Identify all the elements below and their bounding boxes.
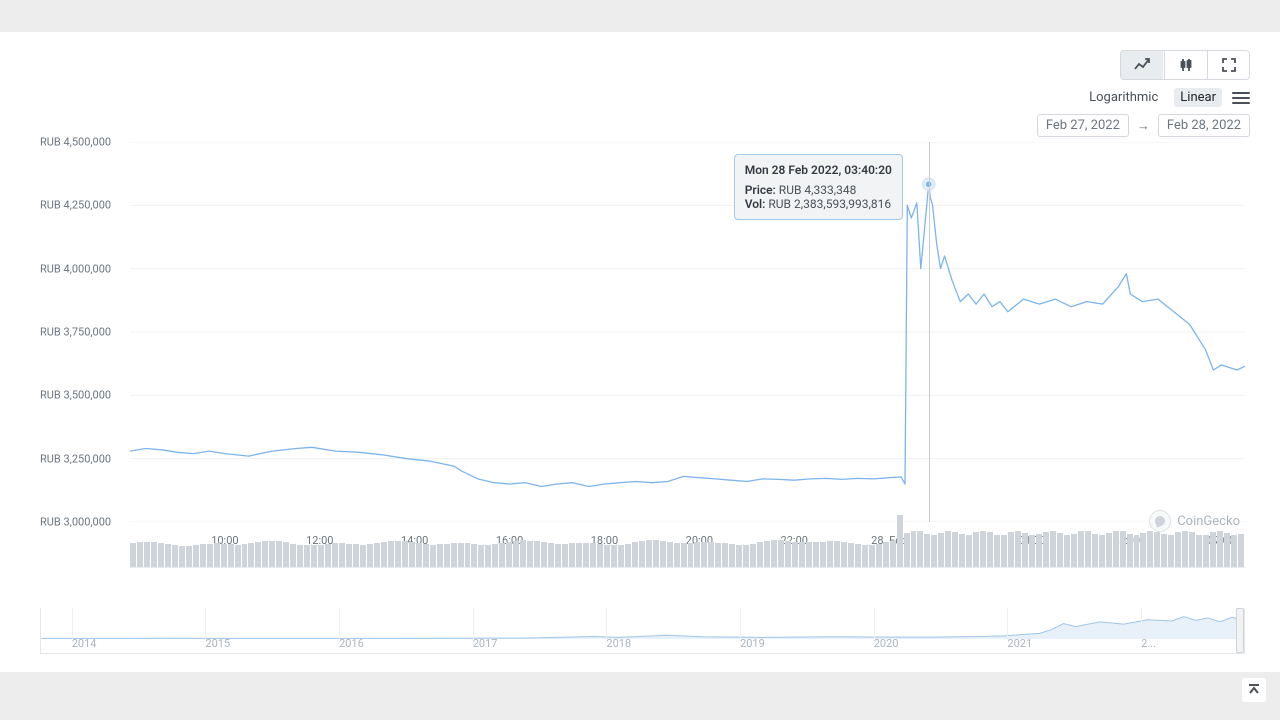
y-axis-labels: RUB 3,000,000RUB 3,250,000RUB 3,500,000R… bbox=[40, 142, 130, 522]
fullscreen-button[interactable] bbox=[1207, 51, 1249, 79]
chart-panel: Logarithmic Linear Feb 27, 2022 → Feb 28… bbox=[0, 32, 1280, 672]
navigator-handle[interactable] bbox=[1236, 608, 1244, 653]
chevron-up-bar-icon bbox=[1247, 683, 1261, 697]
candlestick-icon bbox=[1178, 57, 1194, 73]
tooltip-price-row: Price: RUB 4,333,348 bbox=[745, 183, 892, 197]
chart-type-toolbar bbox=[1120, 50, 1250, 80]
crosshair-vertical bbox=[929, 142, 930, 522]
tooltip-vol-value: RUB 2,383,593,993,816 bbox=[768, 197, 891, 211]
price-chart[interactable]: RUB 3,000,000 RUB 3,250,000 RUB 3,500,000 R… bbox=[40, 142, 1245, 552]
navigator-year-label: 2016 bbox=[339, 637, 364, 650]
navigator-year-label: 2021 bbox=[1007, 637, 1032, 650]
scale-selector: Logarithmic Linear bbox=[1083, 88, 1250, 107]
y-tick-label: RUB 3,750,000 bbox=[40, 326, 111, 339]
page-top-margin bbox=[0, 0, 1280, 32]
tooltip-price-value: RUB 4,333,348 bbox=[779, 183, 857, 197]
chart-tooltip: Mon 28 Feb 2022, 03:40:20 Price: RUB 4,3… bbox=[734, 154, 903, 220]
navigator-year-label: 2014 bbox=[72, 637, 97, 650]
y-tick-label: RUB 3,000,000 bbox=[40, 516, 111, 529]
date-to-input[interactable]: Feb 28, 2022 bbox=[1158, 114, 1250, 137]
scroll-to-top-button[interactable] bbox=[1242, 678, 1266, 702]
navigator-year-label: 2020 bbox=[874, 637, 899, 650]
date-arrow: → bbox=[1137, 118, 1150, 134]
scale-log-option[interactable]: Logarithmic bbox=[1083, 88, 1164, 107]
page-bottom-margin bbox=[0, 672, 1280, 720]
navigator-year-label: 2019 bbox=[740, 637, 765, 650]
y-tick-label: RUB 4,250,000 bbox=[40, 199, 111, 212]
y-tick-label: RUB 4,000,000 bbox=[40, 262, 111, 275]
tooltip-vol-row: Vol: RUB 2,383,593,993,816 bbox=[745, 197, 892, 211]
navigator-overview[interactable]: 2014 2015 2016 2017 2018 2019 2020 2021 2... bbox=[40, 608, 1245, 654]
y-tick-label: RUB 4,500,000 bbox=[40, 136, 111, 149]
date-from-input[interactable]: Feb 27, 2022 bbox=[1037, 114, 1129, 137]
volume-bars bbox=[130, 512, 1245, 568]
date-range-picker: Feb 27, 2022 → Feb 28, 2022 bbox=[1037, 114, 1250, 137]
navigator-year-labels: 2014 2015 2016 2017 2018 2019 2020 2021 2... bbox=[41, 637, 1244, 651]
tooltip-timestamp: Mon 28 Feb 2022, 03:40:20 bbox=[745, 163, 892, 177]
chart-menu-button[interactable] bbox=[1232, 92, 1250, 104]
candlestick-button[interactable] bbox=[1164, 51, 1206, 79]
scale-linear-option[interactable]: Linear bbox=[1174, 88, 1222, 107]
line-chart-button[interactable] bbox=[1121, 51, 1163, 79]
navigator-year-label: 2018 bbox=[606, 637, 631, 650]
navigator-year-label: 2015 bbox=[205, 637, 230, 650]
navigator-line-svg bbox=[41, 608, 1244, 639]
fullscreen-icon bbox=[1221, 57, 1237, 73]
line-chart-icon bbox=[1134, 57, 1150, 73]
navigator-year-label: 2017 bbox=[473, 637, 498, 650]
navigator-year-label: 2... bbox=[1141, 637, 1156, 650]
price-line-svg bbox=[130, 142, 1245, 522]
y-tick-label: RUB 3,500,000 bbox=[40, 389, 111, 402]
y-tick-label: RUB 3,250,000 bbox=[40, 452, 111, 465]
